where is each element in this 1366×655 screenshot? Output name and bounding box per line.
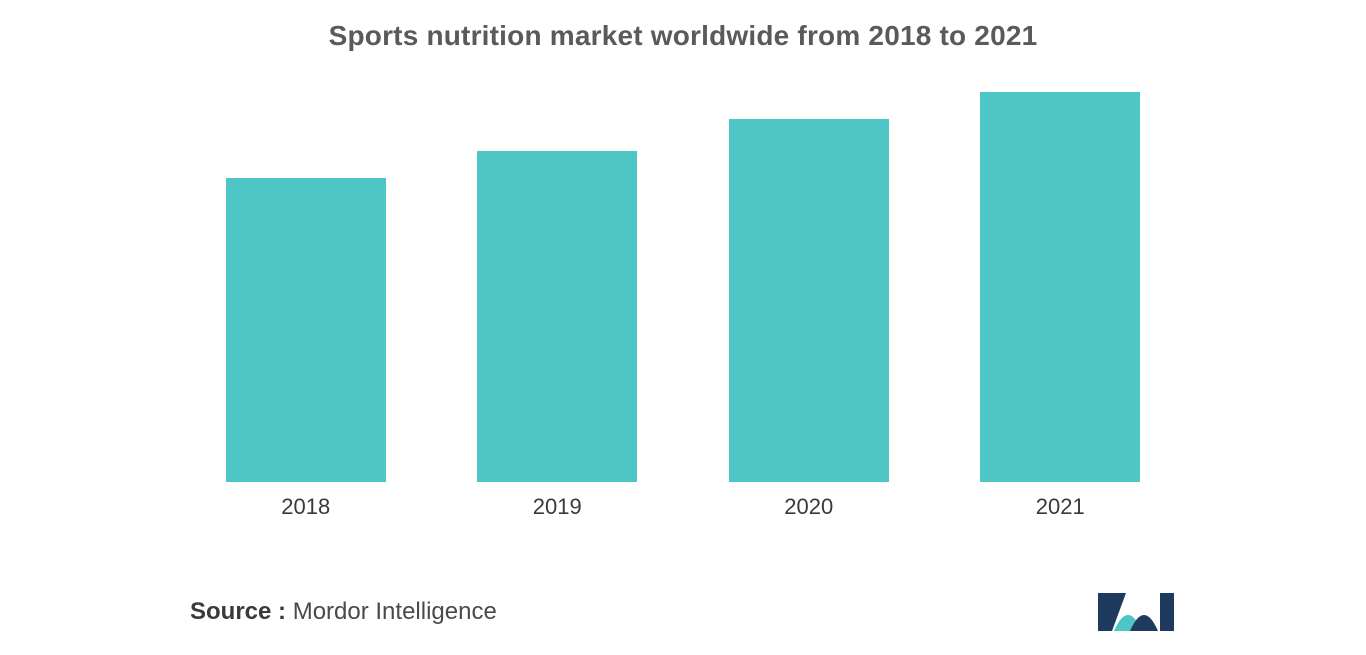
bar-3	[980, 92, 1140, 482]
bar-group-0: 2018	[180, 92, 432, 522]
chart-footer: Source : Mordor Intelligence	[0, 591, 1366, 633]
chart-plot-area: 2018 2019 2020 2021	[60, 92, 1306, 522]
chart-container: Sports nutrition market worldwide from 2…	[0, 0, 1366, 655]
xlabel-2: 2020	[784, 492, 833, 522]
mordor-logo-icon	[1096, 591, 1176, 633]
bar-group-3: 2021	[935, 92, 1187, 522]
source-value: Mordor Intelligence	[293, 598, 497, 625]
bar-group-2: 2020	[683, 92, 935, 522]
bar-2	[729, 119, 889, 482]
source-label: Source :	[190, 598, 286, 625]
xlabel-0: 2018	[281, 492, 330, 522]
source-attribution: Source : Mordor Intelligence	[190, 598, 497, 626]
bar-group-1: 2019	[432, 92, 684, 522]
xlabel-1: 2019	[533, 492, 582, 522]
bar-0	[226, 178, 386, 482]
xlabel-3: 2021	[1036, 492, 1085, 522]
chart-title: Sports nutrition market worldwide from 2…	[60, 20, 1306, 52]
bar-1	[477, 151, 637, 483]
